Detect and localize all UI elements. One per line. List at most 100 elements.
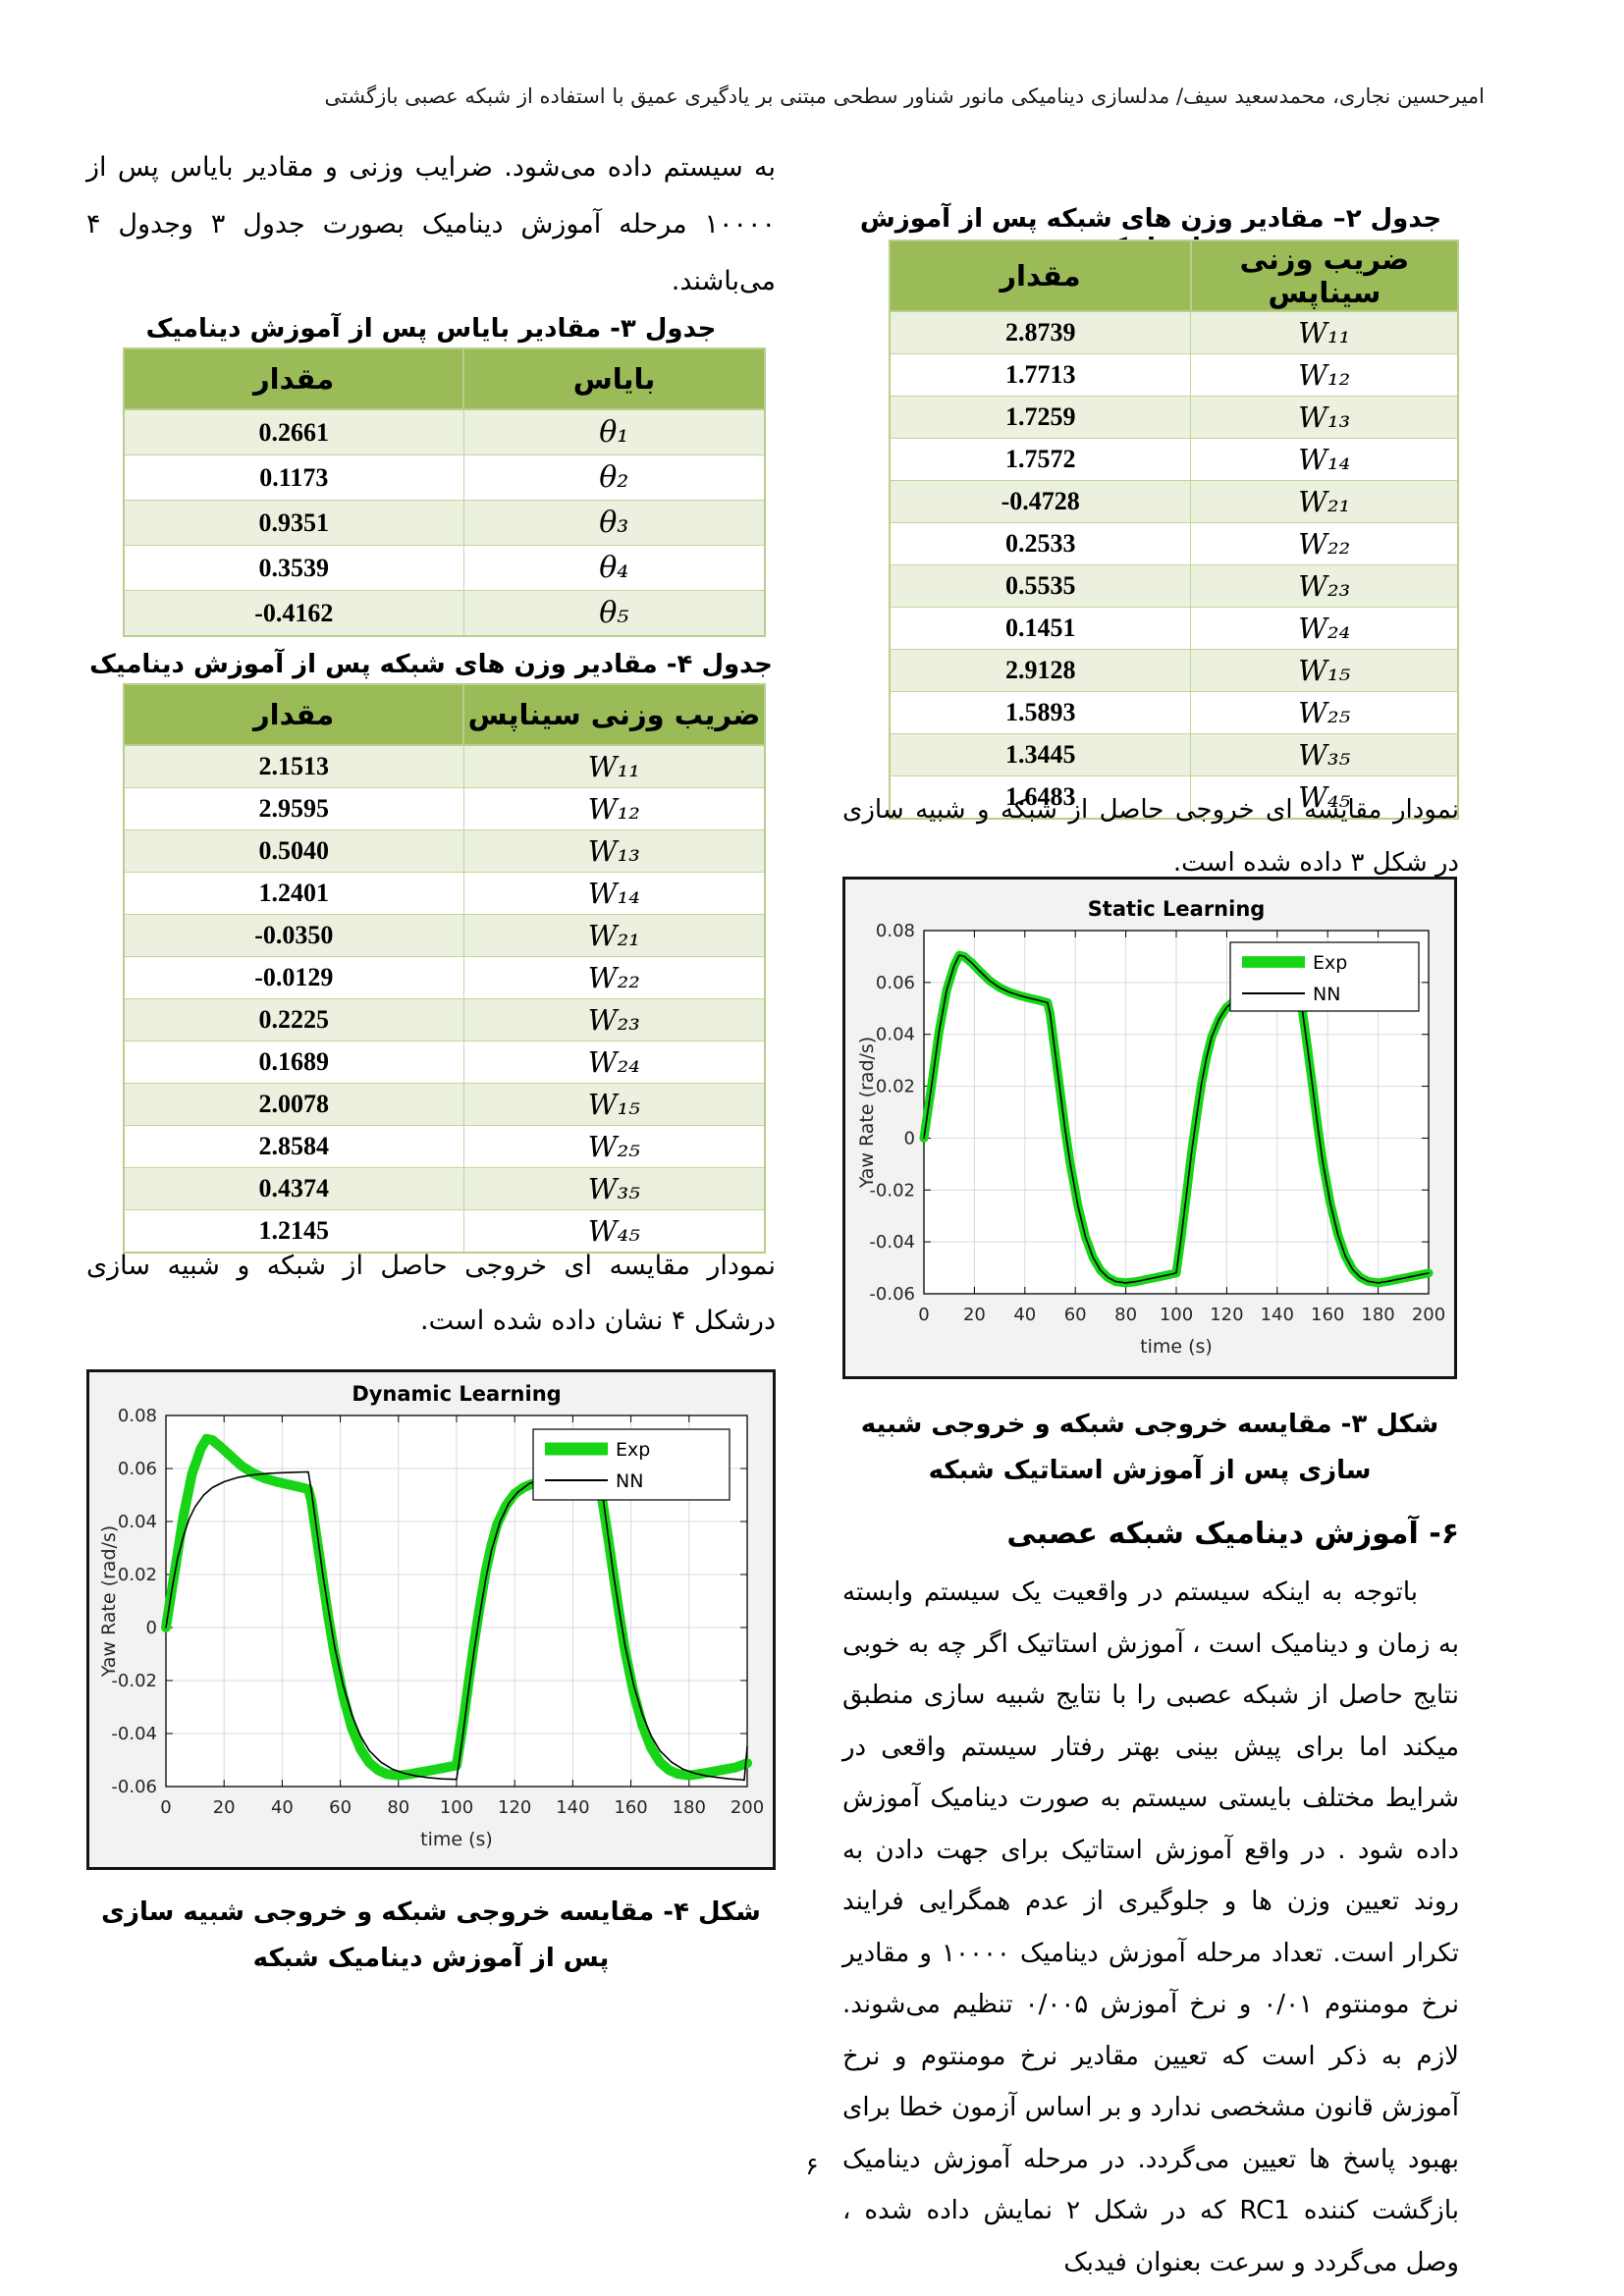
table-row: θ₄ 0.3539 <box>123 545 766 591</box>
value-cell: -0.4162 <box>123 590 464 637</box>
x-tick-label: 0 <box>160 1797 171 1818</box>
dynamic-learning-chart: 0 20 40 60 80 100 120 140 160 180 200 -0.06 -0.04 -0.… <box>98 1382 764 1850</box>
x-tick-label: 40 <box>271 1797 294 1818</box>
table-row: W₁₄ 1.2401 <box>123 872 766 915</box>
symbol-cell: W₂₂ <box>1190 522 1459 565</box>
y-tick-label: -0.06 <box>869 1284 915 1305</box>
table2-wrap: ضریب وزنی سیناپس مقدار W₁₁ 2.8739 W₁₂ 1.771… <box>889 240 1460 820</box>
x-tick-label: 40 <box>1013 1305 1036 1325</box>
value-cell: 2.9595 <box>123 787 464 830</box>
table-row: W₂₄ 0.1451 <box>889 607 1459 650</box>
y-tick-label: -0.04 <box>869 1232 915 1253</box>
value-cell: 0.1173 <box>123 454 464 501</box>
y-axis-label: Yaw Rate (rad/s) <box>856 1037 878 1189</box>
table-row: W₄₅ 1.6483 <box>889 775 1459 820</box>
value-cell: 1.7572 <box>889 438 1192 481</box>
value-cell: 2.0078 <box>123 1083 464 1126</box>
legend-box <box>532 1428 731 1501</box>
figure3-intro-paragraph: نمودار مقایسه ای خروجی حاصل از شبکه و شب… <box>842 795 1459 878</box>
bias-table: بایاس مقدار θ₁ 0.2661 θ₂ 0.1173 θ₃ 0.9351 θ₄ 0.… <box>122 347 766 637</box>
y-tick-label: 0.08 <box>876 921 915 941</box>
legend-label: NN <box>616 1470 643 1492</box>
value-cell: 0.2661 <box>123 408 464 455</box>
x-tick-label: 20 <box>963 1305 986 1325</box>
table-row: W₁₃ 0.5040 <box>123 829 766 873</box>
symbol-cell: W₁₅ <box>462 1083 766 1126</box>
table3-wrap: بایاس مقدار θ₁ 0.2661 θ₂ 0.1173 θ₃ 0.9351 θ₄ 0.… <box>122 347 766 637</box>
table-row: W₂₁ -0.0350 <box>123 914 766 957</box>
symbol-cell: W₂₁ <box>462 914 766 957</box>
figure4-box: 0 20 40 60 80 100 120 140 160 180 200 -0.06 -0.04 -0.… <box>86 1369 776 1870</box>
symbol-cell: W₂₃ <box>462 998 766 1041</box>
value-cell: 0.1689 <box>123 1041 464 1084</box>
value-cell: 1.2145 <box>123 1209 464 1254</box>
table-row: W₁₁ 2.8739 <box>889 310 1459 354</box>
symbol-cell: W₂₄ <box>462 1041 766 1084</box>
table-row: W₂₂ -0.0129 <box>123 956 766 999</box>
table-row: θ₁ 0.2661 <box>123 408 766 455</box>
x-axis-label: time (s) <box>1140 1336 1213 1358</box>
table3-title: جدول ۳- مقادیر بایاس پس از آموزش دینامیک <box>145 314 717 344</box>
symbol-cell: W₂₁ <box>1190 480 1459 523</box>
table-row: θ₃ 0.9351 <box>123 500 766 546</box>
column-header-synapse: ضریب وزنی سیناپس <box>1189 240 1460 312</box>
value-cell: 0.2225 <box>123 998 464 1041</box>
table-row: W₃₅ 1.3445 <box>889 733 1459 776</box>
value-cell: 0.5535 <box>889 564 1192 608</box>
symbol-cell: W₁₁ <box>1190 310 1459 354</box>
legend-box <box>1229 941 1420 1012</box>
table-row: W₂₅ 1.5893 <box>889 691 1459 734</box>
symbol-cell: W₂₅ <box>1190 691 1459 734</box>
y-tick-label: 0 <box>146 1618 157 1638</box>
symbol-cell: W₄₅ <box>1190 775 1459 820</box>
page-number: ۶ <box>805 2152 819 2180</box>
table-row: W₁₄ 1.7572 <box>889 438 1459 481</box>
legend-label: Exp <box>616 1439 650 1461</box>
table4-title: جدول ۴- مقادیر وزن های شبکه پس از آموزش … <box>89 650 773 679</box>
value-cell: 1.2401 <box>123 872 464 915</box>
value-cell: 0.3539 <box>123 545 464 591</box>
table-row: W₃₅ 0.4374 <box>123 1167 766 1210</box>
symbol-cell: W₁₅ <box>1190 649 1459 692</box>
symbol-cell: W₁₃ <box>1190 396 1459 439</box>
column-header-value: مقدار <box>122 347 465 410</box>
body-paragraph: باتوجه به اینکه سیستم در واقعیت یک سیستم… <box>842 1577 1460 2277</box>
symbol-cell: W₃₅ <box>1190 733 1459 776</box>
symbol-cell: W₁₃ <box>462 829 766 873</box>
symbol-cell: W₁₄ <box>462 872 766 915</box>
symbol-cell: θ₄ <box>462 545 766 591</box>
y-tick-label: 0.06 <box>876 973 915 993</box>
value-cell: -0.4728 <box>889 480 1192 523</box>
legend-label: Exp <box>1313 952 1347 974</box>
value-cell: 0.9351 <box>123 500 464 546</box>
y-tick-label: 0.04 <box>876 1025 915 1045</box>
y-tick-label: -0.02 <box>111 1671 157 1691</box>
x-tick-label: 180 <box>673 1797 706 1818</box>
table-header-row: ضریب وزنی سیناپس مقدار <box>889 240 1460 312</box>
table4-wrap: ضریب وزنی سیناپس مقدار W₁₁ 2.1513 W₁₂ 2.959… <box>122 683 766 1254</box>
table-row: W₂₃ 0.5535 <box>889 564 1459 608</box>
symbol-cell: W₁₂ <box>462 787 766 830</box>
value-cell: 2.9128 <box>889 649 1192 692</box>
y-tick-label: 0.02 <box>118 1565 157 1585</box>
x-tick-label: 160 <box>614 1797 647 1818</box>
value-cell: 1.6483 <box>889 775 1192 820</box>
symbol-cell: θ₁ <box>462 408 766 455</box>
symbol-cell: W₁₁ <box>462 744 766 788</box>
table-row: W₂₄ 0.1689 <box>123 1041 766 1084</box>
symbol-cell: W₄₅ <box>462 1209 766 1254</box>
value-cell: 0.5040 <box>123 829 464 873</box>
symbol-cell: W₁₄ <box>1190 438 1459 481</box>
value-cell: 1.7259 <box>889 396 1192 439</box>
table-row: W₂₂ 0.2533 <box>889 522 1459 565</box>
table-row: W₁₅ 2.9128 <box>889 649 1459 692</box>
value-cell: 1.5893 <box>889 691 1192 734</box>
value-cell: 0.1451 <box>889 607 1192 650</box>
x-tick-label: 140 <box>556 1797 589 1818</box>
column-header-synapse: ضریب وزنی سیناپس <box>462 683 766 746</box>
table-row: θ₅ -0.4162 <box>123 590 766 637</box>
column-header-value: مقدار <box>122 683 465 746</box>
x-tick-label: 120 <box>498 1797 531 1818</box>
column-header-value: مقدار <box>889 240 1192 312</box>
